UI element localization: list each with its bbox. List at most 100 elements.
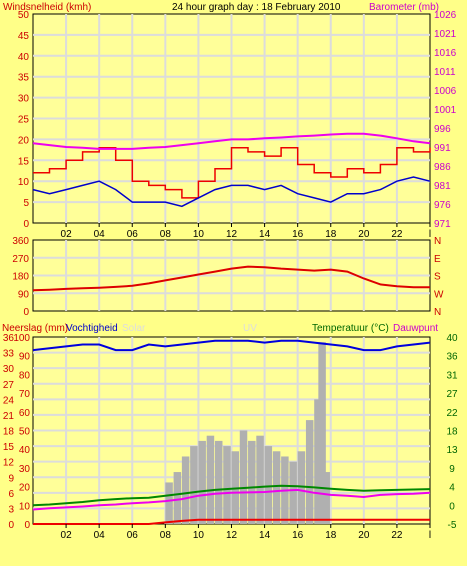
x-tick-label: 16 bbox=[292, 530, 304, 541]
y-tick-label: 50 bbox=[19, 427, 31, 438]
uv-axis-label: UV bbox=[243, 323, 257, 334]
temperature-y-ticks: -5 0 4 9 13 18 22 27 31 36 40 bbox=[446, 333, 458, 531]
x-tick-label: 12 bbox=[226, 530, 238, 541]
y-tick-label: 90 bbox=[19, 352, 31, 363]
y-tick-label: 10 bbox=[19, 501, 31, 512]
pressure-y-ticks: 971 976 981 986 991 996 1001 1006 1011 1016 1021 10… bbox=[434, 10, 457, 230]
barometer-line bbox=[32, 132, 431, 150]
y-tick-label: 60 bbox=[19, 408, 31, 419]
y-tick-label: 40 bbox=[19, 445, 31, 456]
solar-bar bbox=[198, 440, 206, 524]
solar-bar bbox=[289, 461, 297, 524]
rain-axis-label: Neerslag (mm) bbox=[2, 323, 68, 334]
wind-panel-series bbox=[32, 132, 431, 208]
y-tick-label: 270 bbox=[12, 254, 29, 265]
y-tick-label: 0 bbox=[8, 520, 14, 531]
y-tick-label: 0 bbox=[23, 307, 29, 318]
y-tick-label: N bbox=[434, 236, 441, 247]
y-tick-label: 1001 bbox=[434, 105, 457, 116]
y-tick-label: 80 bbox=[19, 370, 31, 381]
y-tick-label: 30 bbox=[18, 94, 30, 105]
chart-title: 24 hour graph day : 18 February 2010 bbox=[172, 2, 341, 13]
temperature-line bbox=[32, 484, 431, 507]
y-tick-label: S bbox=[434, 272, 441, 283]
wind-axis-label: Windsnelheid (kmh) bbox=[3, 2, 91, 13]
wind-direction-line bbox=[32, 265, 430, 292]
dewpoint-axis-label: Dauwpunt bbox=[393, 323, 438, 334]
y-tick-label: 981 bbox=[434, 181, 451, 192]
y-tick-label: 30 bbox=[3, 364, 15, 375]
direction-y-ticks: 0 90 180 270 360 bbox=[12, 236, 29, 318]
wind-pressure-panel: 0 5 10 15 20 25 30 35 40 45 50 971 976 981 986 991 996 1… bbox=[3, 2, 457, 240]
y-tick-label: 1026 bbox=[434, 10, 457, 21]
y-tick-label: 27 bbox=[446, 389, 458, 400]
y-tick-label: 40 bbox=[446, 333, 458, 344]
temperature-axis-label: Temperatuur (°C) bbox=[312, 323, 389, 334]
wind-y-ticks: 0 5 10 15 20 25 30 35 40 45 50 bbox=[18, 10, 30, 230]
y-tick-label: 12 bbox=[3, 458, 15, 469]
y-tick-label: 0 bbox=[24, 520, 30, 531]
y-tick-label: 70 bbox=[19, 389, 31, 400]
y-tick-label: 976 bbox=[434, 200, 451, 211]
y-tick-label: 0 bbox=[23, 219, 29, 230]
y-tick-label: 1011 bbox=[434, 67, 456, 78]
humidity-y-ticks: 0 10 20 30 40 50 60 70 80 90 100 bbox=[13, 333, 30, 531]
solar-bar bbox=[272, 451, 281, 524]
solar-bar bbox=[206, 435, 215, 524]
y-tick-label: 996 bbox=[434, 124, 451, 135]
x-tick-label: 12 bbox=[226, 229, 238, 240]
humidity-line bbox=[32, 339, 431, 352]
x-tick-label: 10 bbox=[193, 530, 205, 541]
solar-bar bbox=[239, 430, 248, 524]
y-tick-label: 22 bbox=[446, 408, 458, 419]
y-tick-label: 0 bbox=[449, 501, 455, 512]
y-tick-label: 100 bbox=[13, 333, 30, 344]
y-tick-label: 15 bbox=[18, 156, 30, 167]
x-tick-label: 18 bbox=[325, 530, 337, 541]
solar-bar bbox=[181, 456, 190, 524]
y-tick-label: 25 bbox=[18, 115, 30, 126]
solar-bar bbox=[318, 342, 326, 524]
climate-x-ticks: 02 04 06 08 10 12 14 16 18 20 22 l bbox=[61, 524, 431, 541]
y-tick-label: E bbox=[434, 254, 441, 265]
pressure-axis-label: Barometer (mb) bbox=[369, 2, 439, 13]
solar-bar bbox=[173, 472, 182, 524]
x-tick-label: 08 bbox=[160, 530, 172, 541]
y-tick-label: 40 bbox=[18, 52, 30, 63]
y-tick-label: 971 bbox=[434, 219, 451, 230]
y-tick-label: 180 bbox=[12, 272, 29, 283]
y-tick-label: 991 bbox=[434, 143, 451, 154]
humidity-axis-label: Vochtigheid bbox=[66, 323, 118, 334]
y-tick-label: 36 bbox=[3, 333, 15, 344]
y-tick-label: 35 bbox=[18, 73, 30, 84]
solar-axis-label: Solar bbox=[122, 323, 146, 334]
y-tick-label: -5 bbox=[448, 520, 457, 531]
x-tick-label: 20 bbox=[358, 229, 370, 240]
x-tick-label: 06 bbox=[127, 229, 139, 240]
y-tick-label: 1021 bbox=[434, 29, 457, 40]
y-tick-label: 24 bbox=[3, 395, 15, 406]
wind-gust-line bbox=[33, 147, 431, 199]
y-tick-label: 20 bbox=[19, 483, 31, 494]
x-tick-label: 06 bbox=[127, 530, 139, 541]
direction-panel-grid bbox=[33, 240, 430, 311]
y-tick-label: 31 bbox=[446, 370, 458, 381]
solar-bar bbox=[190, 446, 198, 524]
x-tick-label: 04 bbox=[94, 229, 106, 240]
y-tick-label: 360 bbox=[12, 236, 29, 247]
solar-bar bbox=[305, 420, 314, 524]
solar-bar bbox=[256, 435, 264, 524]
y-tick-label: 3 bbox=[8, 504, 14, 515]
solar-bar bbox=[214, 440, 223, 524]
y-tick-label: 1016 bbox=[434, 48, 457, 59]
x-tick-label: l bbox=[429, 530, 431, 541]
y-tick-label: W bbox=[434, 289, 444, 300]
wind-average-line bbox=[32, 176, 431, 208]
dewpoint-line bbox=[32, 488, 431, 511]
x-tick-label: 02 bbox=[61, 229, 73, 240]
x-tick-label: 14 bbox=[259, 530, 271, 541]
